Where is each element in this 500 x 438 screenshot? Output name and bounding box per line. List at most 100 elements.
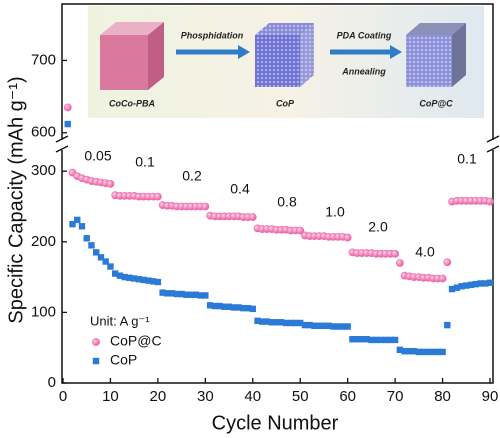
data-point: [368, 336, 375, 344]
legend-marker: [92, 338, 100, 346]
cube-side: [300, 23, 314, 87]
rate-annotation: 1.0: [325, 204, 345, 220]
y-axis-title: Specific Capacity (mAh g⁻¹): [5, 76, 27, 323]
data-point: [173, 290, 181, 298]
cube-front: [255, 35, 300, 87]
data-point: [202, 292, 209, 299]
data-point: [153, 192, 162, 201]
rate-annotation: 0.2: [182, 168, 202, 184]
data-point: [244, 304, 252, 312]
rate-annotation: 0.05: [84, 148, 111, 164]
cube-front: [100, 35, 148, 90]
data-point: [183, 291, 190, 298]
data-point: [116, 272, 124, 279]
data-point: [425, 348, 432, 356]
data-point: [225, 303, 233, 310]
x-tick-label: 40: [244, 388, 261, 405]
data-point: [301, 321, 309, 329]
data-point: [363, 336, 370, 343]
x-tick-label: 60: [339, 388, 356, 405]
data-point: [486, 279, 494, 286]
data-point: [296, 226, 305, 235]
data-point: [297, 319, 304, 327]
data-point: [443, 258, 452, 267]
cube-side: [148, 22, 164, 90]
data-point: [334, 323, 342, 330]
data-point: [448, 285, 456, 293]
data-point: [429, 348, 437, 356]
data-point: [282, 319, 290, 327]
data-point: [395, 259, 404, 267]
data-point: [278, 319, 285, 326]
upper-frame: [61, 3, 494, 140]
axis-break: [55, 135, 500, 153]
data-point: [149, 278, 157, 285]
data-point: [164, 290, 171, 297]
data-point: [463, 282, 470, 289]
data-point: [154, 278, 162, 286]
data-point: [64, 120, 71, 128]
data-point: [339, 323, 347, 330]
y-tick-label: 100: [31, 303, 56, 320]
data-point: [145, 277, 152, 284]
data-point: [206, 302, 214, 309]
rate-annotation: 4.0: [415, 244, 435, 260]
data-point: [287, 319, 294, 327]
data-point: [126, 274, 133, 281]
inset-step: PDA Coating: [337, 30, 392, 40]
data-point: [415, 348, 423, 356]
data-point: [358, 336, 366, 343]
data-point: [382, 336, 389, 344]
data-point: [330, 323, 337, 330]
inset-step: Annealing: [341, 66, 386, 76]
data-point: [273, 319, 280, 326]
arrow-head: [238, 45, 250, 59]
data-point: [439, 348, 446, 356]
data-point: [406, 348, 413, 355]
data-point: [69, 220, 76, 228]
x-tick-label: 0: [59, 388, 67, 405]
inset-label: CoP@C: [419, 98, 453, 108]
data-point: [63, 103, 72, 112]
x-axis-title: Cycle Number: [212, 412, 339, 434]
frame: [55, 3, 500, 384]
data-point: [472, 280, 479, 288]
x-tick-label: 90: [482, 388, 499, 405]
legend-marker: [92, 357, 100, 365]
data-point: [254, 317, 261, 325]
data-point: [121, 273, 128, 281]
inset-label: CoCo-PBA: [109, 98, 155, 108]
data-point: [396, 346, 404, 354]
data-point: [344, 323, 351, 330]
x-tick-label: 30: [197, 388, 214, 405]
data-point: [410, 348, 418, 355]
data-point: [135, 276, 143, 283]
data-point: [240, 304, 247, 312]
data-point: [248, 213, 257, 221]
x-tick-label: 70: [387, 388, 404, 405]
data-point: [201, 202, 210, 211]
data-point: [467, 281, 475, 289]
cube-top: [100, 22, 164, 35]
x-tick-label: 20: [150, 388, 167, 405]
cube-side: [452, 23, 466, 87]
data-point: [259, 318, 266, 325]
data-point: [88, 242, 95, 249]
data-point: [211, 302, 219, 310]
data-point: [168, 290, 176, 297]
data-point: [102, 258, 109, 265]
inset-step: Phosphidation: [181, 30, 244, 40]
data-point: [391, 249, 400, 258]
data-point: [263, 318, 271, 325]
data-point: [438, 274, 447, 283]
rate-annotation: 0.4: [230, 181, 250, 197]
legend-label: CoP: [110, 352, 137, 368]
data-point: [482, 280, 489, 287]
y-tick-label: 0: [48, 374, 56, 391]
data-point: [178, 290, 185, 298]
data-point: [216, 302, 223, 310]
inset: Phosphidation PDA Coating Annealing CoCo…: [88, 6, 484, 118]
data-point: [235, 304, 242, 311]
rate-annotation: 0.1: [457, 151, 477, 167]
